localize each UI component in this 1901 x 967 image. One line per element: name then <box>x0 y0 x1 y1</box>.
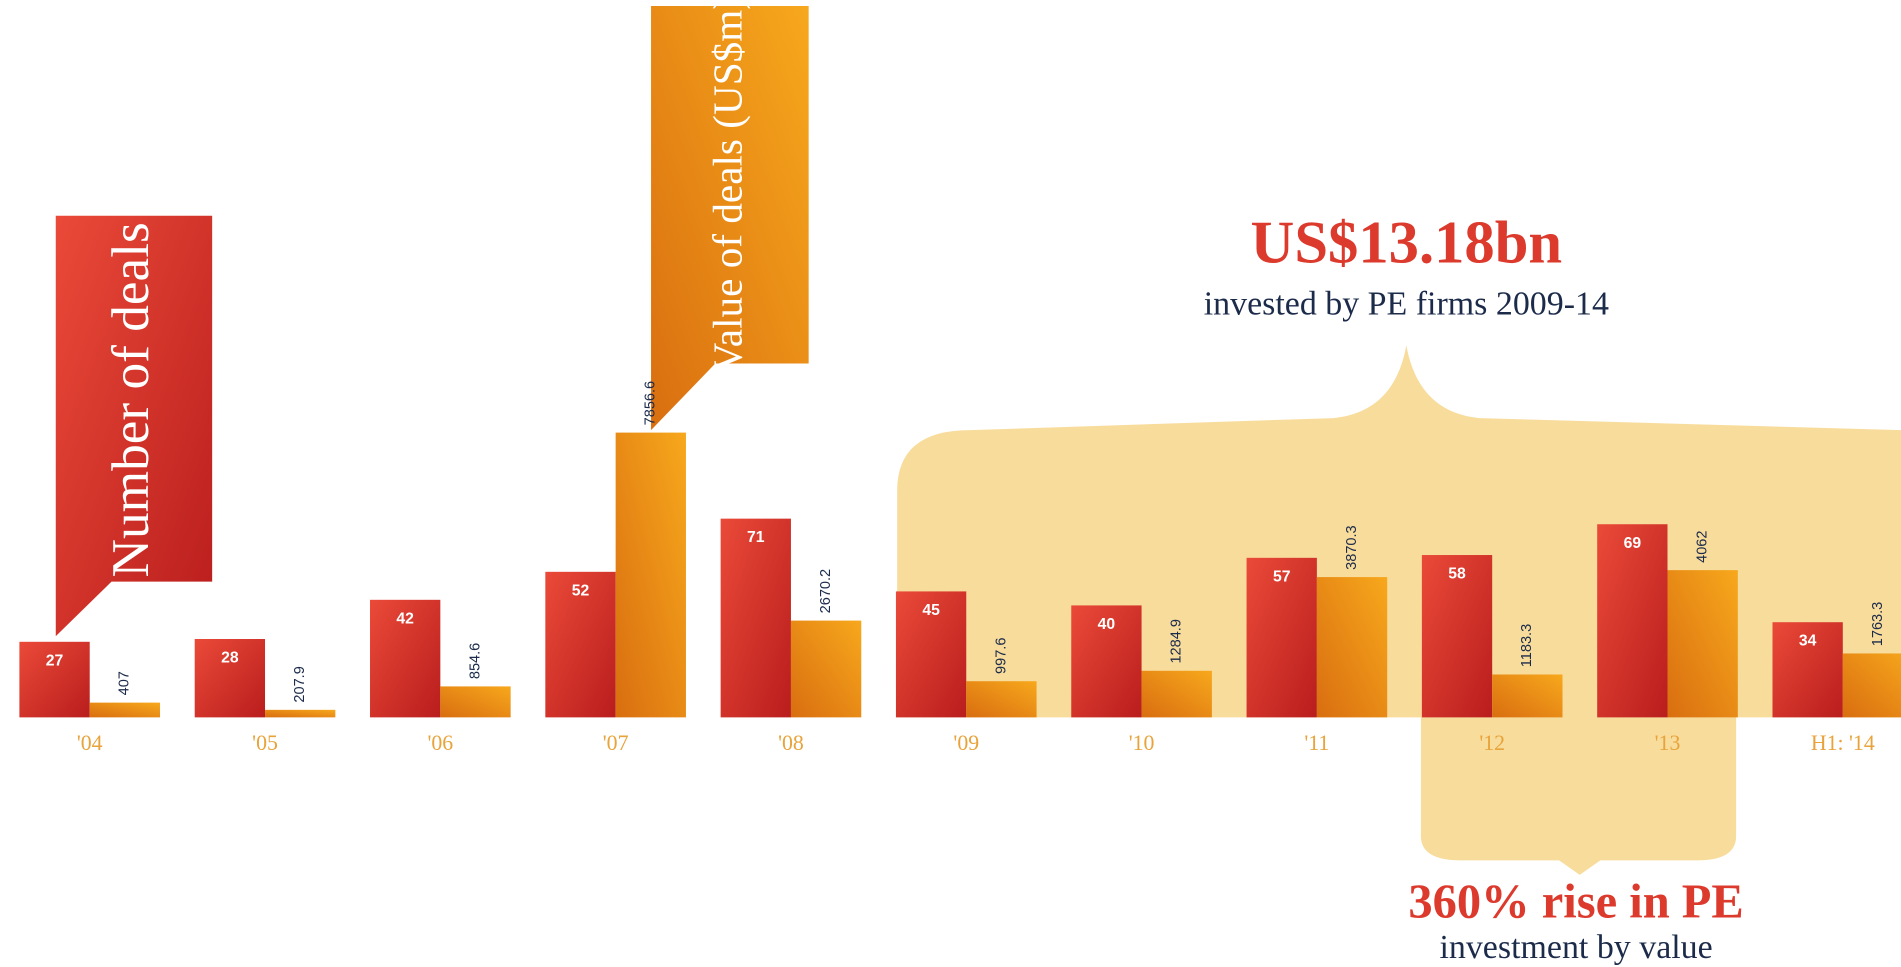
data-label: 2670.2 <box>818 569 834 613</box>
data-label: 40 <box>1098 616 1116 633</box>
x-tick-label: '06 <box>427 731 453 755</box>
data-label: 57 <box>1273 568 1291 585</box>
series-label: Number of deals <box>100 222 160 577</box>
bar <box>545 571 616 718</box>
bar <box>1141 670 1212 718</box>
x-tick-label: '08 <box>778 731 804 755</box>
bar <box>440 686 511 718</box>
brace-highlight <box>897 345 1901 875</box>
bar <box>1421 555 1493 718</box>
data-label: 7856.6 <box>643 381 659 425</box>
data-label: 34 <box>1799 633 1817 650</box>
data-label: 42 <box>396 610 414 627</box>
data-label: 997.6 <box>993 638 1009 674</box>
data-label: 854.6 <box>467 643 483 679</box>
bar <box>1667 570 1738 718</box>
bar <box>1492 674 1563 718</box>
bar <box>1316 577 1388 718</box>
x-tick-label: '10 <box>1129 731 1155 755</box>
annotation-title: US$13.18bn <box>1251 209 1563 276</box>
data-label: 1763.3 <box>1870 602 1886 646</box>
data-label: 69 <box>1624 535 1642 552</box>
data-label: 28 <box>221 650 239 667</box>
bar <box>615 432 686 718</box>
data-label: 4062 <box>1694 531 1710 563</box>
bar <box>720 518 791 718</box>
data-label: 1284.9 <box>1169 619 1185 663</box>
data-label: 407 <box>117 671 133 695</box>
annotation-title: 360% rise in PE <box>1408 876 1743 929</box>
data-label: 52 <box>572 582 590 599</box>
data-label: 71 <box>747 529 765 546</box>
x-tick-label: '13 <box>1655 731 1681 755</box>
data-label: 45 <box>922 602 940 619</box>
bar <box>1246 557 1317 718</box>
annotation-text: invested by PE firms 2009-14 <box>1204 285 1609 322</box>
x-tick-label: '04 <box>77 731 103 755</box>
bar <box>1071 605 1142 718</box>
callouts: Number of deals Value of deals (US$m) <box>55 0 809 637</box>
data-label: 58 <box>1448 566 1466 583</box>
data-label: 27 <box>46 652 64 669</box>
x-tick-label: '11 <box>1304 731 1329 755</box>
callout-box <box>55 215 213 637</box>
x-tick-label: '12 <box>1479 731 1505 755</box>
data-label: 1183.3 <box>1519 624 1535 667</box>
bar <box>1597 524 1668 718</box>
x-tick-label: '09 <box>953 731 979 755</box>
bar <box>1772 622 1843 718</box>
x-tick-label: H1: '14 <box>1811 731 1875 755</box>
bar <box>966 681 1037 718</box>
annotation-text: investment by value <box>1439 929 1712 966</box>
data-label: 3870.3 <box>1344 525 1360 569</box>
bar <box>89 702 161 718</box>
x-tick-label: '07 <box>603 731 629 755</box>
bar <box>194 639 266 718</box>
data-label: 207.9 <box>292 666 308 702</box>
bar <box>265 709 336 718</box>
bar <box>19 641 90 718</box>
bar <box>370 599 441 718</box>
bar <box>790 620 862 718</box>
bar <box>1842 653 1901 718</box>
series-label: Value of deals (US$m) <box>705 0 752 372</box>
x-tick-label: '05 <box>252 731 278 755</box>
bar <box>895 591 967 718</box>
callout-box <box>651 6 809 431</box>
